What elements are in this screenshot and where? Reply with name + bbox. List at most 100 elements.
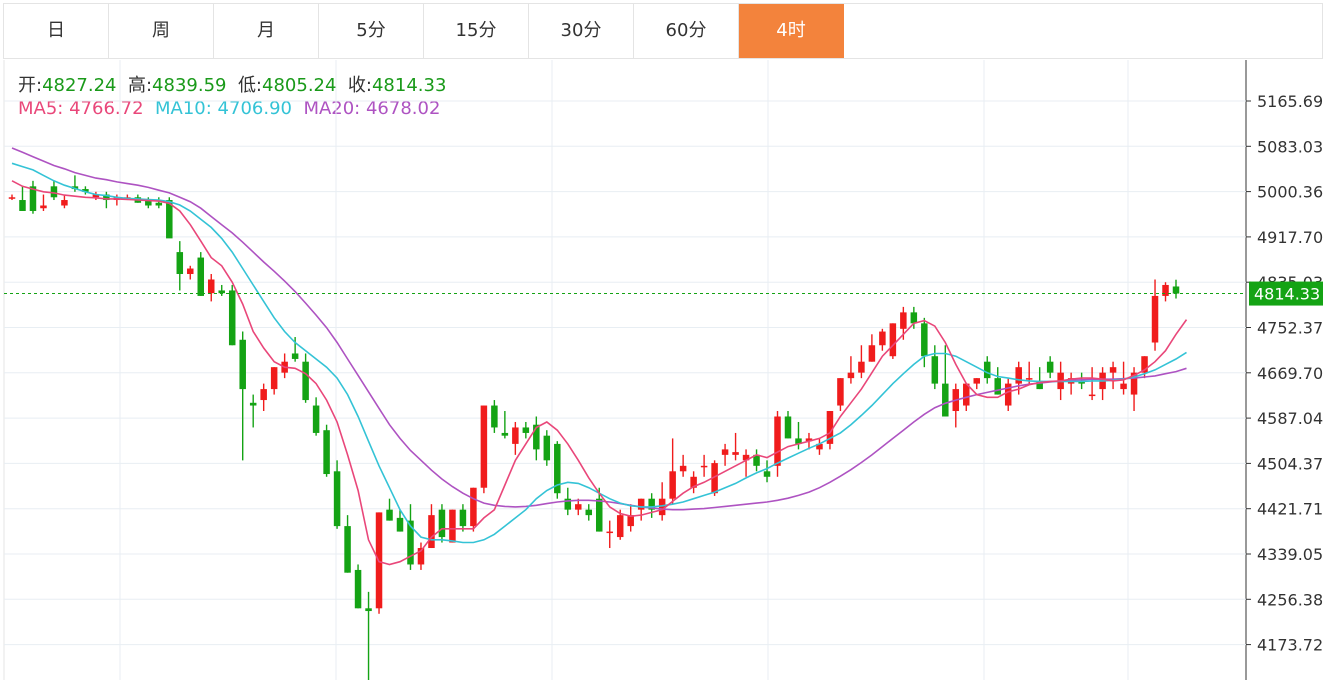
candle-body [197,257,205,296]
candle [354,564,362,609]
candle-body [19,200,26,211]
candle [575,498,582,516]
candle-body [40,205,47,209]
candle-body [491,405,498,428]
candle [50,180,58,201]
candle [1046,356,1054,379]
candle [8,194,16,201]
candle [228,284,236,346]
candle-body [260,389,267,401]
candle-body [459,509,467,527]
candle [417,542,425,570]
tab-period-7[interactable]: 4时 [739,4,844,58]
tab-period-3[interactable]: 5分 [319,4,424,58]
candle [155,197,163,209]
candle-body [50,186,58,198]
candle-body [816,443,823,450]
y-tick-label: 4256.38 [1257,590,1323,609]
candle-body [438,509,446,538]
candle-body [732,452,739,455]
candle-body [249,402,257,406]
candle [753,449,760,472]
tab-period-4[interactable]: 15分 [424,4,529,58]
candle-body [1036,380,1043,390]
candle-body [1046,361,1054,373]
candle-body [386,509,393,521]
candle-body [270,367,278,390]
candle-body [1130,372,1138,395]
candle-body [889,323,897,357]
candle-body [1172,286,1180,294]
y-tick-label: 4173.72 [1257,636,1323,655]
candle [176,241,184,291]
y-tick-label: 4587.04 [1257,409,1323,428]
tab-period-2[interactable]: 月 [214,4,319,58]
candle-body [533,424,540,450]
candle-body [239,339,246,390]
candle [449,509,456,543]
candle [826,411,834,450]
tab-period-1[interactable]: 周 [109,4,214,58]
candle-body [554,443,561,494]
candle [270,367,278,395]
candle-body [207,279,215,294]
candle [1162,282,1169,302]
candle-body [1141,356,1148,373]
candle [197,252,205,296]
candle [669,438,676,505]
candle-body [826,411,834,444]
high-label: 高: [127,75,153,96]
candle-body [155,202,163,206]
ma5-line [11,180,1188,566]
candle [239,331,246,461]
y-tick-label: 4917.70 [1257,228,1323,247]
candle [858,345,865,379]
candle [1067,372,1075,395]
candle [459,504,467,532]
candle-body [302,361,309,401]
candle-body [417,548,425,565]
candle [648,493,655,518]
candle-body [218,290,225,294]
candle [1099,367,1106,401]
candle-body [585,509,593,516]
candle-body [103,194,110,201]
candle-body [428,515,435,549]
candle-body [575,504,582,510]
candle-body [1015,367,1022,384]
candle [837,378,844,412]
candle-body [763,471,771,477]
candle-body [847,372,855,379]
candle [333,460,341,529]
candle-body [312,405,320,433]
ma10-value: 4706.90 [217,98,292,119]
candle [480,405,488,494]
candle [543,430,551,466]
candle [1109,361,1117,390]
candle-body [564,498,572,510]
high-value: 4839.59 [152,75,227,96]
tab-period-5[interactable]: 30分 [529,4,634,58]
candle-body [742,454,750,461]
tab-period-0[interactable]: 日 [4,4,109,58]
candle [700,454,708,477]
last-price-label: 4814.33 [1254,285,1320,304]
candle-body [637,498,645,510]
ma5-value: 4766.72 [69,98,144,119]
candle-body [669,471,676,499]
close-value: 4814.33 [371,75,447,96]
candle [218,284,225,296]
candle [742,449,750,477]
candle-body [711,463,718,494]
candle [1036,367,1043,390]
candle-body [1025,378,1033,380]
candle-body [942,383,949,417]
candle-body [323,430,330,475]
ohlc-info-line: 开:4827.24 高:4839.59 低:4805.24 收:4814.33 [18,71,446,97]
last-price-tag [1249,281,1323,306]
candle [187,265,194,280]
candle [428,504,435,549]
tab-period-6[interactable]: 60分 [634,4,739,58]
candle-body [837,378,844,406]
